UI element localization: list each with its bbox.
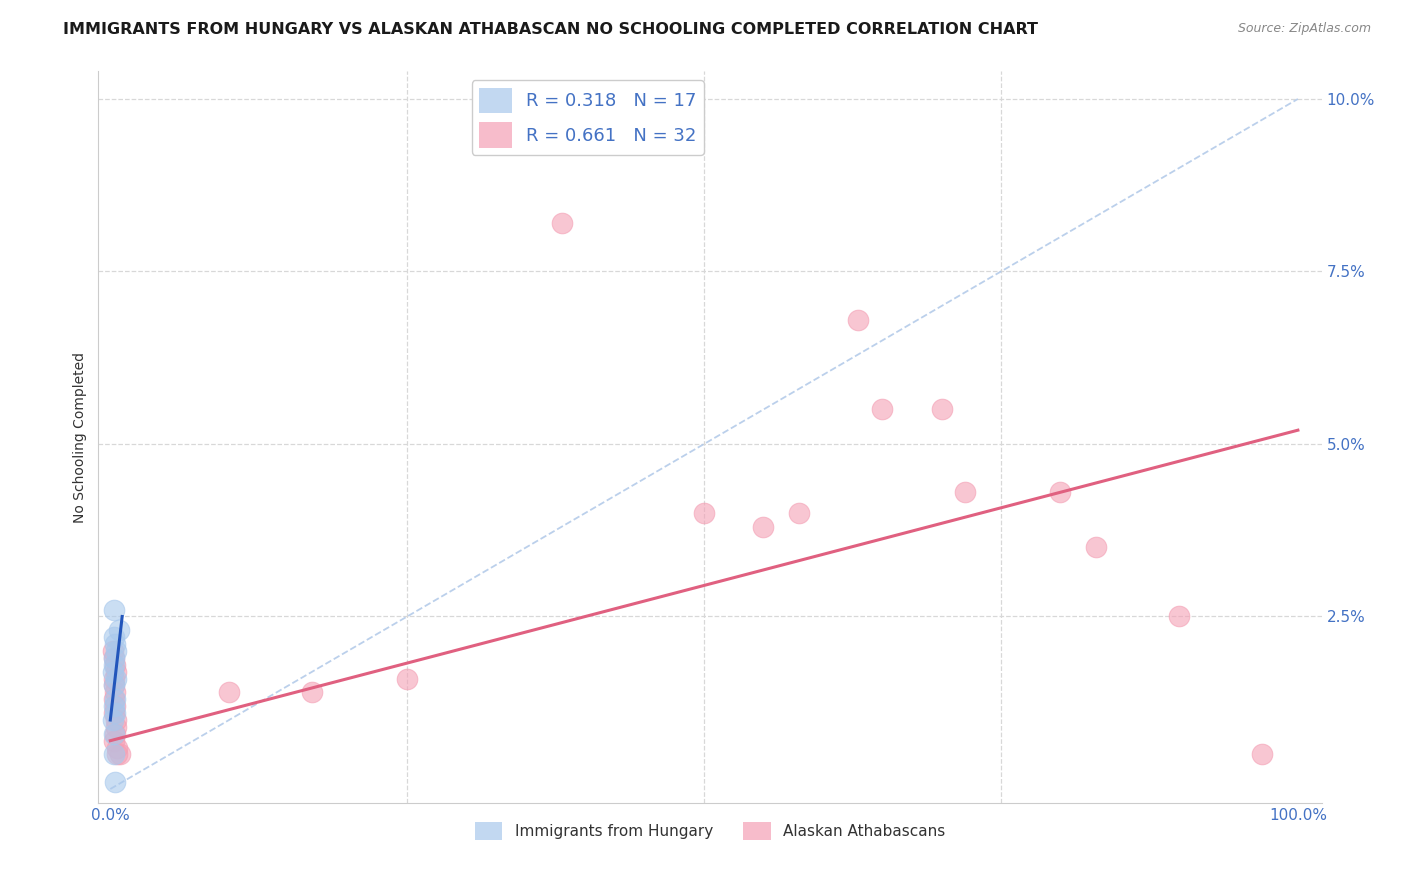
Point <box>104 706 127 720</box>
Point <box>104 657 127 672</box>
Point <box>301 685 323 699</box>
Point <box>103 692 125 706</box>
Point <box>103 602 125 616</box>
Point <box>107 747 129 762</box>
Point <box>107 624 129 638</box>
Text: Source: ZipAtlas.com: Source: ZipAtlas.com <box>1237 22 1371 36</box>
Point <box>1085 541 1108 555</box>
Point <box>1251 747 1274 762</box>
Point <box>105 665 128 679</box>
Point <box>550 216 572 230</box>
Point <box>103 651 125 665</box>
Point <box>108 747 131 762</box>
Point <box>104 692 127 706</box>
Point <box>103 630 125 644</box>
Point <box>218 685 240 699</box>
Point <box>103 733 125 747</box>
Text: IMMIGRANTS FROM HUNGARY VS ALASKAN ATHABASCAN NO SCHOOLING COMPLETED CORRELATION: IMMIGRANTS FROM HUNGARY VS ALASKAN ATHAB… <box>63 22 1038 37</box>
Point <box>103 706 125 720</box>
Point <box>1168 609 1191 624</box>
Legend: Immigrants from Hungary, Alaskan Athabascans: Immigrants from Hungary, Alaskan Athabas… <box>468 815 952 847</box>
Point <box>104 685 127 699</box>
Point <box>787 506 810 520</box>
Point <box>104 775 127 789</box>
Point <box>101 644 124 658</box>
Point <box>103 727 125 741</box>
Point <box>396 672 419 686</box>
Point <box>693 506 716 520</box>
Point <box>103 657 125 672</box>
Point <box>752 520 775 534</box>
Point <box>104 637 127 651</box>
Point <box>105 672 128 686</box>
Point <box>103 747 125 762</box>
Point <box>103 678 125 692</box>
Point <box>104 699 127 714</box>
Point <box>101 665 124 679</box>
Point <box>103 672 125 686</box>
Point <box>105 644 128 658</box>
Point <box>103 651 125 665</box>
Point <box>955 485 977 500</box>
Point <box>848 312 870 326</box>
Point <box>104 727 127 741</box>
Point <box>103 678 125 692</box>
Point <box>105 713 128 727</box>
Y-axis label: No Schooling Completed: No Schooling Completed <box>73 351 87 523</box>
Point <box>105 720 128 734</box>
Point <box>107 740 129 755</box>
Point <box>101 713 124 727</box>
Point <box>870 402 893 417</box>
Point <box>103 699 125 714</box>
Point <box>931 402 953 417</box>
Point <box>1049 485 1071 500</box>
